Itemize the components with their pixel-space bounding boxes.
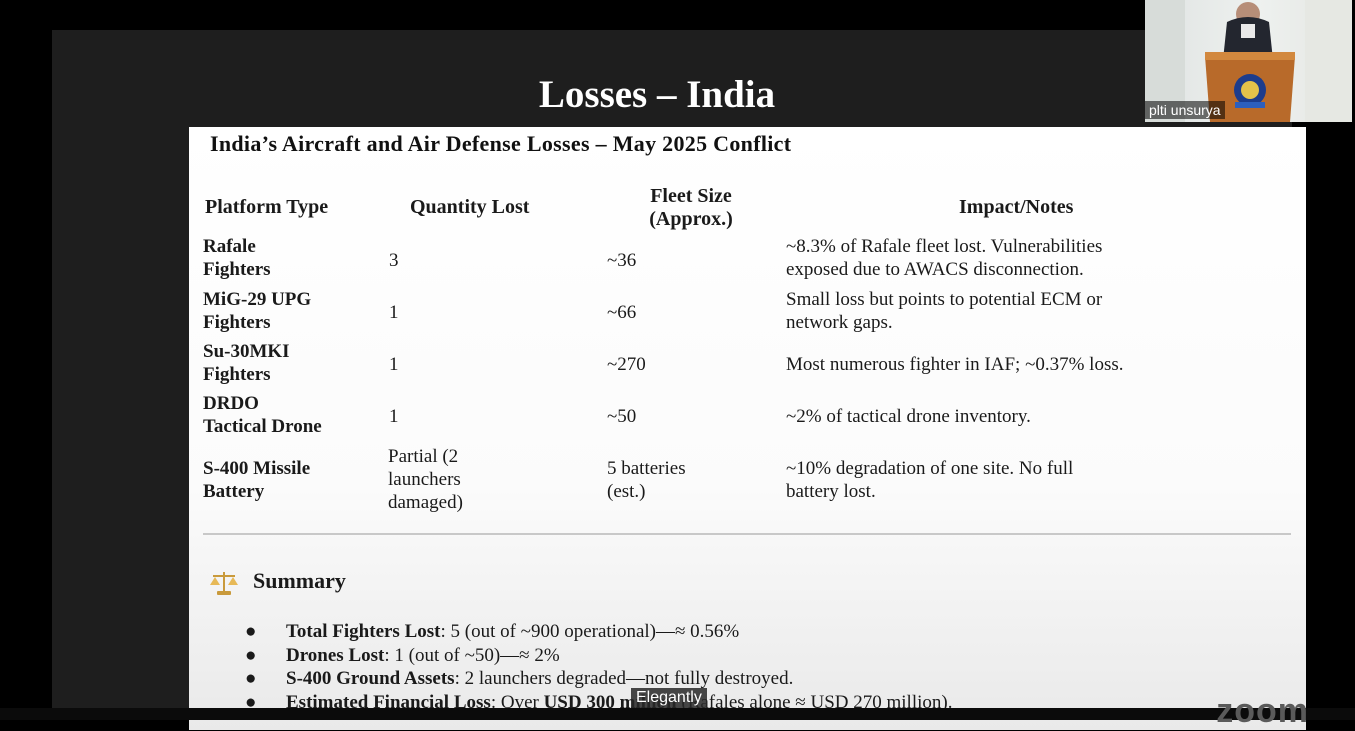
summary-item-text: : Over [490,692,544,713]
summary-item-label: S-400 Ground Assets [286,668,455,689]
table-cell-fleet: ~36 [607,250,637,271]
balance-scale-icon [210,572,238,595]
table-cell-fleet: ~270 [607,354,646,375]
caption-text: Elegantly [631,688,707,708]
slide-content-card: India’s Aircraft and Air Defense Losses … [189,127,1306,730]
table-cell-fleet: 5 batteries (est.) [607,458,686,502]
table-cell-quantity: 1 [389,354,399,375]
table-cell-quantity: Partial (2 launchers damaged) [388,446,463,513]
table-cell-platform: MiG-29 UPG Fighters [203,289,312,333]
summary-item-drones: Drones Lost: 1 (out of ~50)—≈ 2% [286,645,560,667]
table-cell-quantity: 1 [389,406,399,427]
col-header-quantity: Quantity Lost [410,196,530,218]
col-header-fleet: Fleet Size (Approx.) [649,185,733,230]
summary-item-text: : 2 launchers degraded—not fully destroy… [454,668,794,689]
col-header-platform: Platform Type [205,196,329,218]
table-cell-quantity: 3 [389,250,399,271]
section-divider [203,533,1291,535]
participant-video-tile[interactable]: plti unsurya [1145,0,1352,122]
table-cell-impact: ~8.3% of Rafale fleet lost. Vulnerabilit… [786,236,1103,280]
summary-item-fighters: Total Fighters Lost: 5 (out of ~900 oper… [286,621,739,643]
col-header-impact: Impact/Notes [959,196,1074,218]
table-cell-platform: Su-30MKI Fighters [203,341,290,385]
table-cell-platform: Rafale Fighters [203,236,271,280]
summary-item-label: Total Fighters Lost [286,621,441,642]
summary-item-text: : 1 (out of ~50)—≈ 2% [384,645,560,666]
table-cell-platform: DRDO Tactical Drone [203,393,322,437]
zoom-watermark: zoom [1216,692,1309,730]
summary-title: Summary [253,568,346,593]
slide-title: Losses – India [538,73,776,116]
meeting-controls-bar[interactable] [0,708,1355,720]
summary-item-label: Drones Lost [286,645,385,666]
summary-item-label: Estimated Financial Loss [286,692,491,713]
summary-item-s400: S-400 Ground Assets: 2 launchers degrade… [286,668,793,690]
bullet-dot: ● [245,621,257,642]
table-heading: India’s Aircraft and Air Defense Losses … [210,131,792,156]
summary-item-text: : 5 (out of ~900 operational)—≈ 0.56% [440,621,740,642]
bullet-dot: ● [245,668,257,689]
participant-name: plti unsurya [1145,101,1225,119]
table-cell-platform: S-400 Missile Battery [203,458,311,502]
table-cell-fleet: ~50 [607,406,637,427]
screen-share-area: Losses – India India’s Aircraft and Air … [52,30,1306,730]
bullet-dot: ● [245,645,257,666]
table-cell-impact: Small loss but points to potential ECM o… [786,289,1103,333]
table-cell-impact: ~2% of tactical drone inventory. [786,406,1031,427]
summary-item-tail: (Rafales alone ≈ USD 270 million). [676,692,953,713]
bullet-dot: ● [245,692,257,713]
table-cell-fleet: ~66 [607,302,637,323]
table-cell-quantity: 1 [389,302,399,323]
table-cell-impact: Most numerous fighter in IAF; ~0.37% los… [786,354,1124,375]
table-cell-impact: ~10% degradation of one site. No full ba… [786,458,1074,502]
